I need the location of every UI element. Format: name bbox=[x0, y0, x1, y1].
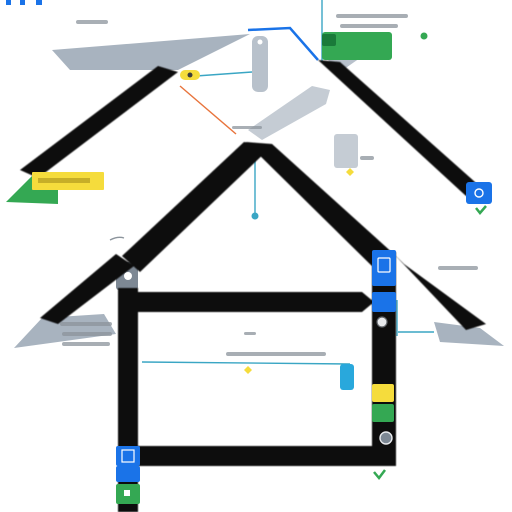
bottom-left-blue-module[interactable] bbox=[116, 446, 140, 466]
left-hook bbox=[109, 236, 125, 241]
widgets bbox=[6, 32, 492, 504]
right-wall-post bbox=[372, 252, 396, 466]
cyan-capsule[interactable] bbox=[340, 364, 354, 390]
green-status-tag[interactable] bbox=[322, 32, 392, 60]
right-lower-panel bbox=[434, 322, 504, 346]
lower-left-wing-beam bbox=[40, 254, 134, 324]
outer-roof-right-beam bbox=[318, 60, 484, 196]
house-frame bbox=[20, 60, 486, 512]
left-yellow-label-text bbox=[38, 178, 90, 183]
right-white-knob bbox=[376, 316, 388, 328]
gear-icon bbox=[379, 431, 393, 445]
lower-horizontal-beam bbox=[130, 446, 386, 466]
corner-marks bbox=[6, 0, 42, 5]
right-yellow-module[interactable] bbox=[372, 384, 394, 402]
left-gauge-icon bbox=[124, 272, 132, 280]
vertical-gray-bar bbox=[252, 36, 268, 92]
blue-top-route bbox=[247, 26, 319, 61]
connectors bbox=[109, 0, 434, 365]
inner-roof-left-beam bbox=[122, 142, 272, 272]
right-gray-box bbox=[334, 134, 358, 168]
right-blue-module-screen bbox=[377, 257, 391, 273]
grid-icon bbox=[121, 449, 135, 463]
sensor-icon bbox=[474, 188, 484, 198]
center-drop-node bbox=[251, 212, 259, 220]
upper-left-roof-panel bbox=[52, 34, 250, 70]
bottom-left-green-dot bbox=[124, 490, 130, 496]
outer-roof-left-beam bbox=[20, 66, 178, 178]
right-blue-module[interactable] bbox=[372, 250, 396, 286]
illegible-label-marks bbox=[60, 14, 478, 356]
inner-roof-right-beam bbox=[246, 142, 396, 272]
mid-horizontal-line bbox=[141, 361, 351, 365]
upper-teal-link bbox=[195, 71, 253, 77]
top-panel-node bbox=[257, 39, 263, 45]
bottom-check-icon bbox=[373, 469, 386, 481]
camera-icon bbox=[187, 72, 193, 78]
right-box-yellow-marker bbox=[346, 168, 354, 176]
mid-yellow-marker bbox=[244, 366, 252, 374]
right-blue-module-2[interactable] bbox=[372, 292, 396, 312]
orange-diagonal bbox=[179, 85, 237, 135]
roof-panels bbox=[14, 34, 504, 348]
right-check-icon bbox=[475, 205, 487, 215]
top-right-node bbox=[420, 32, 428, 40]
lower-right-wing-beam bbox=[392, 252, 486, 330]
right-green-module[interactable] bbox=[372, 404, 394, 422]
bottom-left-blue-module-2[interactable] bbox=[116, 466, 140, 482]
mid-diagonal-panel bbox=[248, 86, 330, 140]
green-tag-tab bbox=[322, 34, 336, 46]
right-blue-node[interactable] bbox=[466, 182, 492, 204]
upper-right-roof-panel bbox=[328, 58, 360, 72]
upper-horizontal-beam bbox=[128, 292, 374, 312]
